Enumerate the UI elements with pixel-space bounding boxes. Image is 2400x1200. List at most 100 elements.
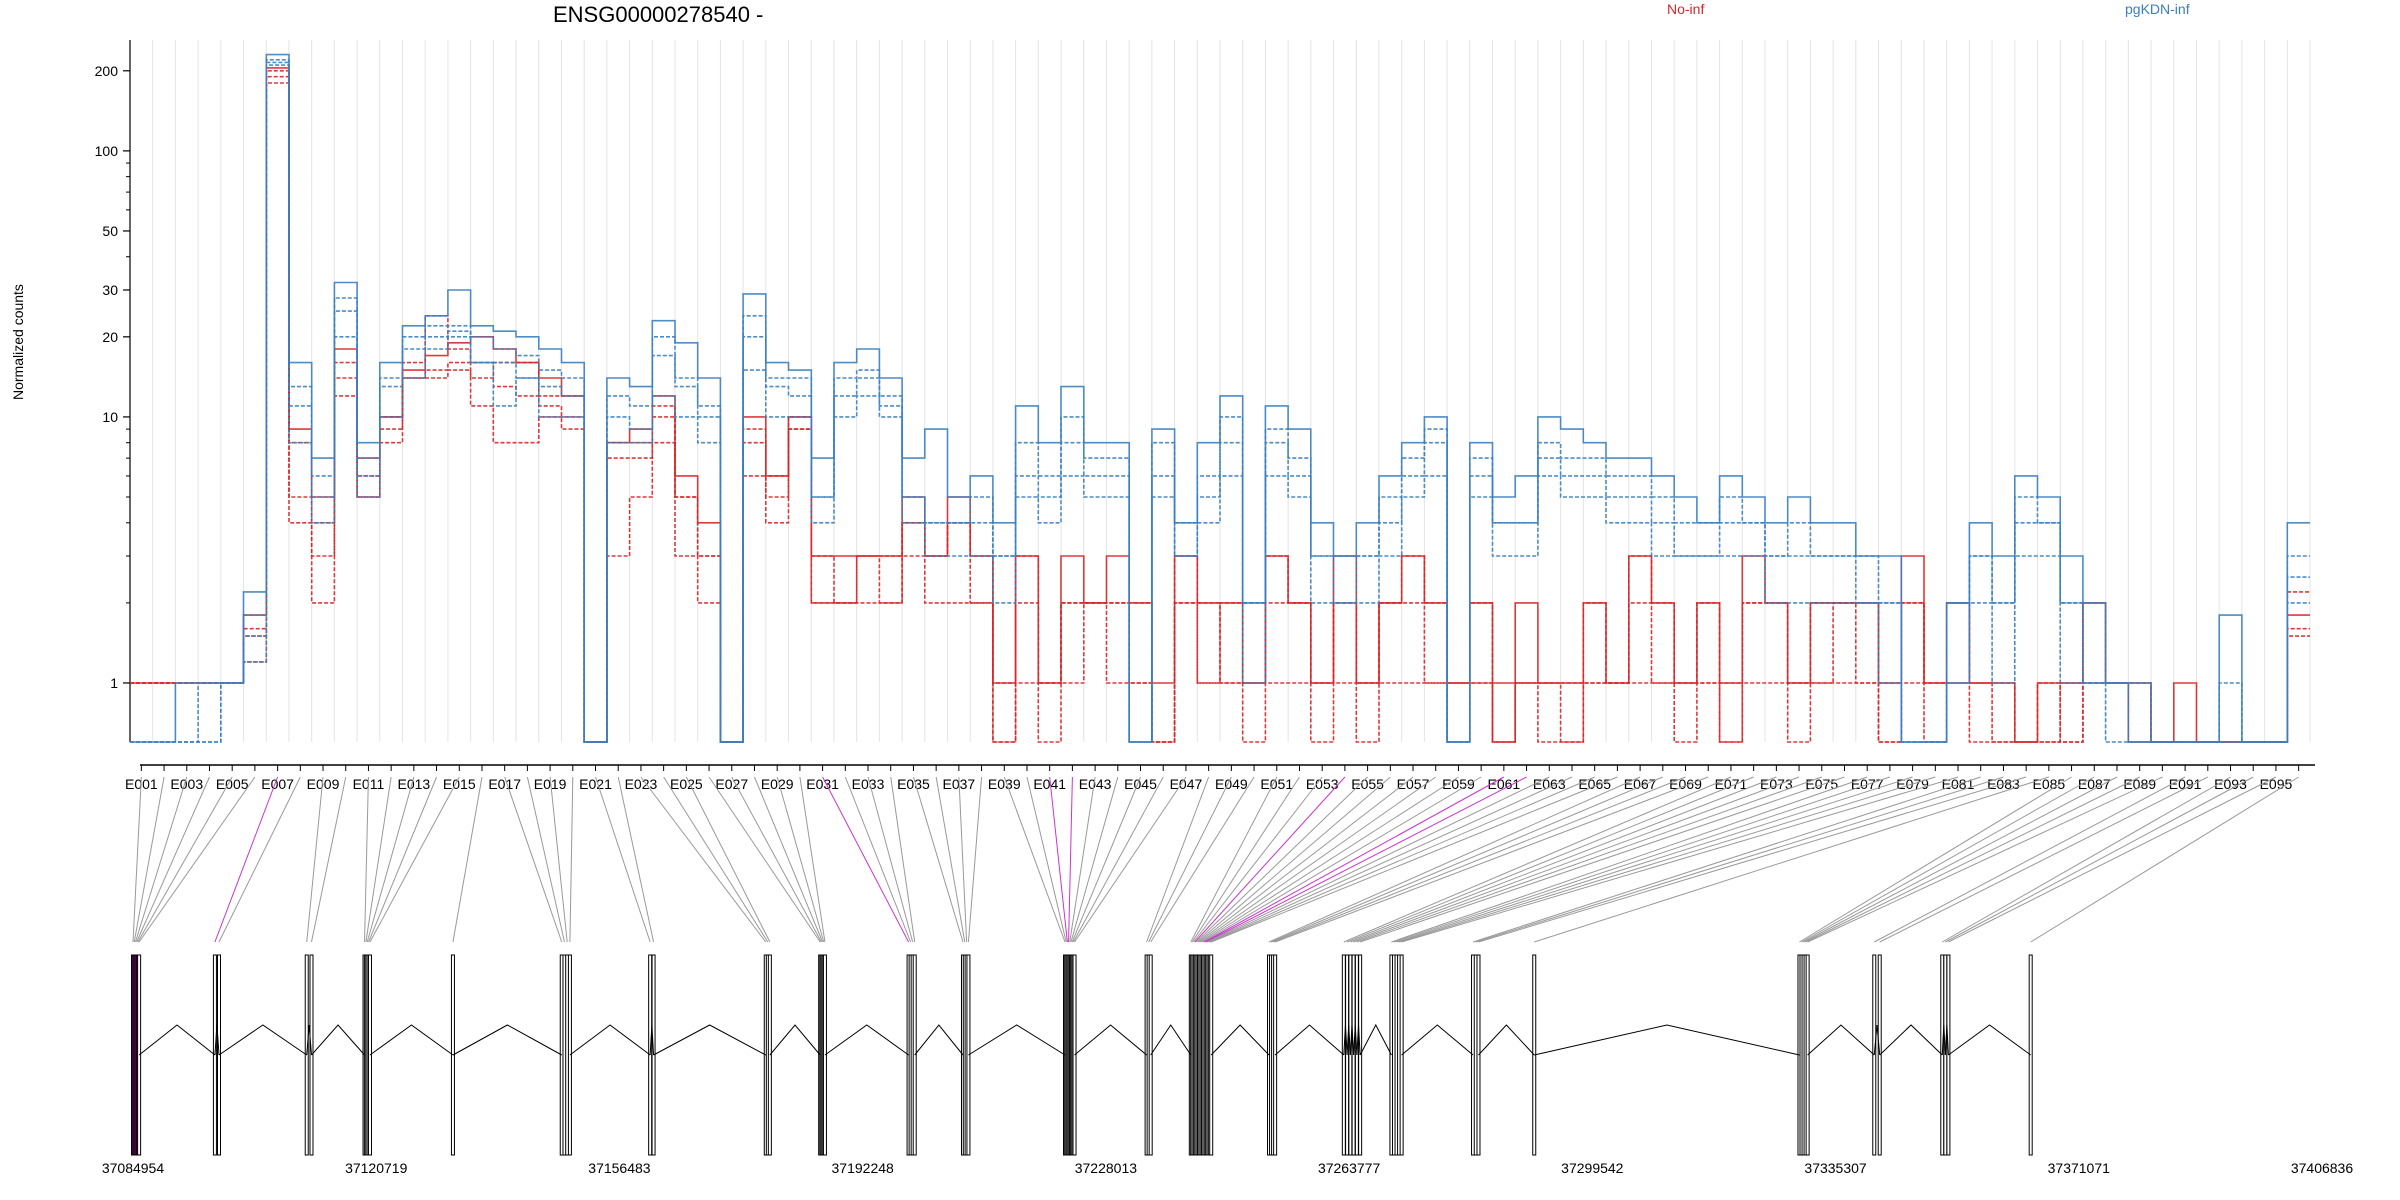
intron-line [1150,1024,1192,1056]
exon-connector [1274,776,1709,943]
x-tick-label: E061 [1488,776,1521,792]
x-tick-label: E035 [897,776,930,792]
y-tick-label: 20 [102,329,118,345]
intron-line [218,1024,308,1056]
exon-connector [504,776,563,943]
intron-line [824,1024,909,1056]
genomic-tick-label: 37228013 [1075,1160,1138,1176]
gene-model [131,776,2299,1156]
exon-connector [1359,776,1845,943]
exon-connector [935,776,966,943]
x-tick-label: E067 [1624,776,1657,792]
exon-connector [1472,776,1981,943]
x-tick-label: E055 [1351,776,1384,792]
exon-connector [138,776,256,943]
intron-line [1941,1024,1946,1056]
exon-connector [1799,776,2072,943]
exon-connector [1070,776,1119,943]
intron-line [1074,1024,1147,1056]
x-tick-label: E007 [261,776,294,792]
x-tick-label: E013 [398,776,431,792]
x-tick-label: E023 [625,776,658,792]
x-tick-label: E063 [1533,776,1566,792]
x-tick-label: E047 [1170,776,1203,792]
exon-connector [1272,776,1686,943]
x-tick-label: E015 [443,776,476,792]
exon-connector [1534,776,2050,943]
exon-connector [967,776,983,943]
exon-connector [731,776,822,943]
intron-line [1349,1024,1355,1056]
genomic-tick-label: 37192248 [832,1160,895,1176]
exon-connector [1069,776,1096,943]
intron-line [138,1024,216,1056]
exon-connector [218,776,301,943]
exon-connector [912,776,964,943]
x-tick-label: E089 [2123,776,2156,792]
genomic-tick-label: 37299542 [1561,1160,1624,1176]
chart-title: ENSG00000278540 - [553,2,764,27]
exon-connector [2030,776,2299,943]
exon-connector [1805,776,2140,943]
intron-line [968,1024,1066,1056]
x-tick-label: E017 [488,776,521,792]
exon-connector [526,776,565,943]
exon-connector [822,776,910,943]
series-line-pgkdn-inf-7 [130,64,2310,743]
exon-connector [1807,776,2163,943]
exon-connector [1068,776,1073,943]
exon-connector [1391,776,1868,943]
exon-connector [365,776,392,943]
x-tick-label: E009 [307,776,340,792]
exon-connector [368,776,438,943]
legend-item-pgkdn-inf: pgKDN-inf [2125,1,2190,17]
exon-connector [1146,776,1210,943]
exon-connector [1801,776,2095,943]
exon-connector [595,776,651,943]
exon-connector [310,776,347,943]
intron-line [1944,1024,1949,1056]
x-tick-label: E049 [1215,776,1248,792]
exon-connector [1071,776,1141,943]
exon-connector [133,776,165,943]
x-tick-label: E057 [1397,776,1430,792]
intron-line [649,1024,655,1056]
exon-connector [1879,776,2209,943]
x-tick-label: E043 [1079,776,1112,792]
exon-connector [1356,776,1822,943]
exon-connector [754,776,824,943]
x-tick-label: E021 [579,776,612,792]
intron-line [1359,1023,1392,1056]
x-tick-label: E095 [2260,776,2293,792]
intron-line [1948,1024,2031,1056]
exon-connector [1346,776,1754,943]
exon-connector [1803,776,2118,943]
exon-connector [1396,776,1913,943]
exon-connector [1942,776,2231,943]
genomic-tick-label: 37084954 [102,1160,165,1176]
y-tick-label: 200 [95,63,119,79]
exon-connector [1211,776,1618,943]
intron-line [653,1024,767,1056]
exon-connector [958,776,968,943]
genomic-tick-label: 37406836 [2291,1160,2354,1176]
exon-connector [366,776,415,943]
exon-connector [685,776,771,943]
x-tick-label: E005 [216,776,249,792]
genomic-tick-label: 37156483 [588,1160,651,1176]
exon-connector [1150,776,1255,943]
exon-connector [1074,776,1187,943]
intron-line [1807,1024,1875,1056]
exon-connector [136,776,210,943]
exon-connector [1204,776,1505,943]
exon-connector [1205,776,1527,943]
exon-connector [1398,776,1936,943]
x-tick-label: E091 [2169,776,2202,792]
exon-connector [1401,776,1959,943]
exon-connector [306,776,324,943]
exon-connector [663,776,769,943]
exon-connector [1478,776,2027,943]
exon-connector [1393,776,1891,943]
exon-connector [1353,776,1800,943]
